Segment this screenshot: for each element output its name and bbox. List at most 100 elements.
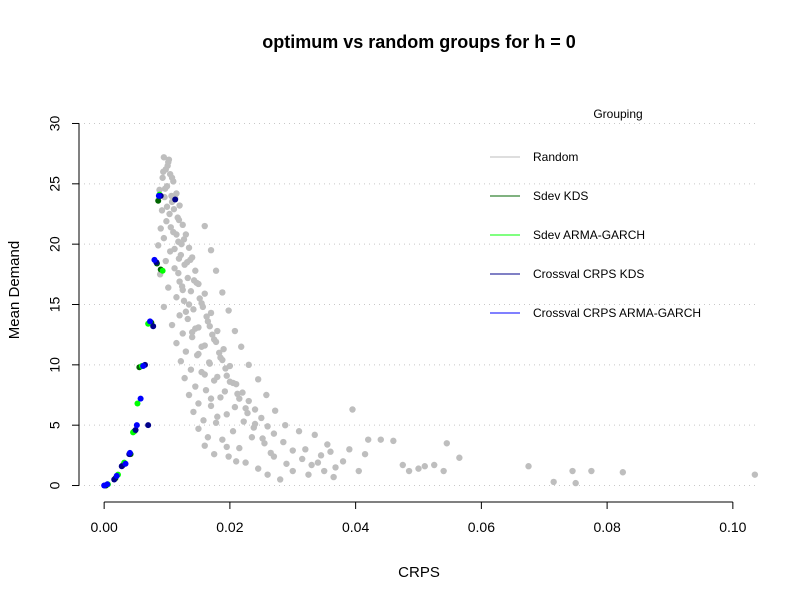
point-random bbox=[339, 458, 347, 465]
point-random bbox=[182, 308, 190, 315]
point-random bbox=[259, 435, 266, 442]
point-random bbox=[254, 465, 262, 472]
point-random bbox=[170, 205, 178, 213]
point-crossval-crps-arma-garch bbox=[137, 395, 144, 402]
point-random bbox=[214, 373, 221, 381]
point-random bbox=[349, 406, 356, 413]
point-random bbox=[258, 414, 265, 422]
point-random bbox=[289, 467, 296, 475]
x-tick-label: 0.02 bbox=[216, 519, 243, 535]
legend-title: Grouping bbox=[593, 107, 642, 121]
point-random bbox=[225, 453, 232, 460]
point-random bbox=[173, 294, 180, 301]
point-random bbox=[264, 471, 271, 478]
point-random bbox=[264, 423, 271, 430]
point-random bbox=[187, 288, 195, 295]
point-random bbox=[236, 395, 243, 402]
point-random bbox=[324, 441, 331, 448]
point-random bbox=[179, 330, 186, 337]
point-random bbox=[569, 467, 576, 475]
point-random bbox=[184, 274, 191, 282]
point-random bbox=[155, 242, 162, 249]
point-random bbox=[207, 309, 215, 317]
point-random bbox=[214, 327, 221, 335]
point-random bbox=[165, 284, 172, 291]
point-random bbox=[167, 224, 174, 231]
point-crossval-crps-kds bbox=[145, 422, 152, 429]
point-random bbox=[231, 403, 239, 411]
point-random bbox=[242, 405, 249, 412]
point-random bbox=[242, 459, 249, 466]
point-random bbox=[217, 394, 224, 401]
point-random bbox=[163, 203, 171, 210]
point-random bbox=[223, 411, 230, 418]
point-sdev-arma-garch bbox=[159, 267, 166, 274]
point-random bbox=[185, 301, 193, 308]
point-random bbox=[220, 345, 227, 353]
point-random bbox=[216, 349, 223, 356]
point-random bbox=[198, 343, 205, 350]
y-tick-label: 30 bbox=[47, 115, 63, 131]
y-tick-label: 20 bbox=[47, 236, 63, 252]
point-random bbox=[251, 406, 259, 413]
point-random bbox=[202, 386, 210, 394]
point-crossval-crps-arma-garch bbox=[147, 318, 154, 325]
point-random bbox=[192, 267, 199, 274]
point-random bbox=[214, 413, 221, 420]
point-random bbox=[443, 440, 450, 447]
point-random bbox=[190, 306, 197, 313]
point-random bbox=[203, 313, 210, 320]
point-random bbox=[176, 312, 183, 319]
point-random bbox=[188, 329, 196, 336]
point-random bbox=[168, 321, 176, 329]
point-random bbox=[182, 348, 190, 355]
point-random bbox=[173, 231, 180, 238]
point-random bbox=[245, 397, 252, 405]
point-random bbox=[219, 356, 226, 364]
point-random bbox=[619, 469, 627, 476]
point-random bbox=[206, 323, 213, 330]
point-random bbox=[332, 464, 339, 471]
point-random bbox=[161, 185, 169, 192]
point-crossval-crps-kds bbox=[172, 196, 179, 203]
point-random bbox=[160, 168, 167, 175]
point-random bbox=[289, 447, 296, 454]
point-random bbox=[263, 391, 270, 399]
point-crossval-crps-arma-garch bbox=[113, 472, 120, 479]
point-random bbox=[361, 450, 369, 458]
y-tick-label: 15 bbox=[47, 297, 63, 313]
point-random bbox=[175, 216, 183, 224]
point-random bbox=[223, 443, 230, 451]
point-random bbox=[179, 221, 186, 229]
point-random bbox=[171, 265, 178, 272]
point-random bbox=[298, 455, 306, 463]
point-random bbox=[201, 442, 208, 449]
point-random bbox=[270, 453, 278, 460]
point-random bbox=[212, 338, 220, 346]
point-random bbox=[178, 240, 185, 248]
point-random bbox=[212, 267, 220, 274]
legend-label: Crossval CRPS ARMA-GARCH bbox=[533, 306, 701, 320]
point-random bbox=[244, 409, 251, 417]
point-crossval-crps-kds bbox=[132, 427, 139, 434]
point-random bbox=[195, 350, 202, 358]
point-random bbox=[320, 467, 328, 475]
point-crossval-crps-arma-garch bbox=[151, 256, 158, 263]
point-random bbox=[179, 286, 186, 294]
legend-label: Sdev ARMA-GARCH bbox=[533, 228, 645, 242]
point-random bbox=[240, 418, 247, 425]
point-random bbox=[421, 463, 428, 470]
point-crossval-crps-arma-garch bbox=[126, 449, 133, 456]
point-random bbox=[185, 391, 193, 399]
point-random bbox=[317, 452, 325, 459]
point-random bbox=[210, 450, 218, 458]
point-random bbox=[302, 446, 309, 453]
point-random bbox=[160, 303, 168, 311]
point-random bbox=[201, 371, 208, 378]
point-random bbox=[182, 231, 190, 238]
point-random bbox=[184, 315, 191, 323]
point-random bbox=[187, 256, 194, 264]
point-random bbox=[232, 458, 240, 465]
point-random bbox=[165, 156, 173, 163]
